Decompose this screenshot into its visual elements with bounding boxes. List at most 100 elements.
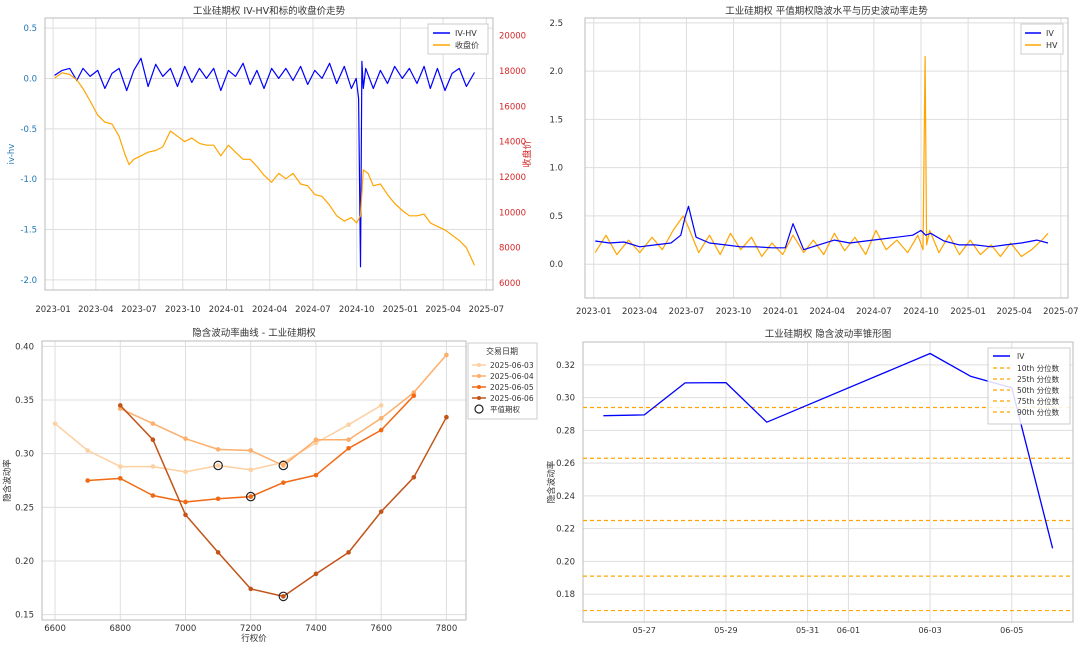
y-left-tick-label: -1.5: [20, 226, 37, 236]
y-right-tick-label: 12000: [499, 173, 526, 183]
data-point: [117, 403, 123, 408]
x-tick-label: 2024-10: [903, 307, 939, 317]
data-point: [281, 480, 286, 485]
x-tick-label: 2024-10: [339, 305, 375, 315]
y-tick-label: 1.0: [549, 164, 563, 174]
series-line-IV: [595, 205, 1049, 251]
y-tick-label: 0.28: [556, 426, 575, 436]
x-tick-label: 7000: [175, 624, 197, 634]
series-line-收盘价: [54, 72, 476, 266]
legend-atm-marker: [474, 404, 484, 414]
data-point: [411, 474, 417, 480]
x-tick-label: 2024-07: [295, 305, 331, 315]
y-tick-label: 0.20: [15, 557, 34, 567]
x-tick-label: 2023-01: [35, 305, 71, 315]
legend-label: 75th 分位数: [1017, 396, 1060, 406]
chart-iv-hv-close: 2023-01 2023-04 2023-07 2023-10 2024-01 2024-…: [0, 0, 540, 323]
data-point: [150, 421, 156, 426]
x-tick-label: 2024-01: [763, 307, 799, 317]
y-right-tick-label: 16000: [499, 102, 526, 112]
y-tick-label: 0.30: [15, 450, 34, 460]
chart-smile: 6600 6800 7000 7200 7400 7600 7800 0.15 0.20 0.25…: [0, 323, 540, 646]
chart-cone-svg: 05-27 05-29 05-31 06-01 06-03 06-05 0.18 0.20 0.…: [546, 328, 1074, 635]
x-tick-label: 05-29: [714, 626, 737, 635]
data-point: [52, 421, 58, 426]
y-left-tick-label: -1.0: [20, 175, 37, 185]
y-right-tick-label: 14000: [499, 138, 526, 148]
y-right-tick-label: 6000: [499, 279, 521, 289]
x-tick-label: 6600: [44, 624, 66, 634]
data-point: [248, 448, 254, 453]
plot-frame: [41, 340, 467, 621]
data-point: [444, 414, 449, 420]
y-tick-label: 0.22: [556, 525, 575, 535]
y-tick-label: 0.26: [556, 459, 575, 469]
x-tick-label: 7600: [370, 624, 392, 634]
y-tick-label: 0.0: [549, 260, 563, 270]
legend-swatch-dot: [477, 363, 481, 367]
data-point: [378, 427, 384, 433]
x-tick-label: 2023-04: [622, 307, 658, 317]
data-point: [117, 464, 123, 469]
data-point: [281, 594, 286, 599]
data-point: [215, 550, 221, 555]
y-tick-label: 1.5: [549, 115, 563, 125]
x-tick-label: 7800: [436, 624, 458, 634]
data-point: [346, 437, 351, 443]
y-tick-label: 0.15: [15, 611, 34, 621]
data-point: [117, 476, 123, 481]
x-tick-label: 7400: [305, 624, 327, 634]
x-tick-label: 7200: [240, 624, 262, 634]
x-tick-label: 06-01: [837, 626, 860, 635]
y-tick-label: 0.40: [15, 342, 34, 352]
y-right-tick-label: 20000: [499, 32, 526, 42]
legend-box: [987, 347, 1071, 425]
series-line-2025-06-06: [119, 404, 448, 598]
data-point: [346, 446, 351, 451]
data-point: [183, 436, 188, 441]
x-tick-label: 2025-01: [383, 305, 419, 315]
atm-marker: [278, 591, 289, 602]
y-tick-label: 0.25: [15, 503, 34, 513]
y-axis-label: 隐含波动率: [2, 459, 13, 502]
legend-swatch-dot: [477, 374, 481, 378]
plot-frame: [584, 17, 1069, 299]
x-tick-label: 2025-01: [950, 307, 986, 317]
legend-label: 2025-06-03: [490, 361, 534, 370]
x-tick-label: 2025-04: [996, 307, 1032, 317]
legend-title: 交易日期: [486, 346, 518, 356]
chart-title: 工业硅期权 隐含波动率锥形图: [765, 328, 892, 340]
legend-label: IV: [1017, 352, 1025, 361]
legend-label: 2025-06-05: [490, 383, 534, 392]
y-right-tick-label: 8000: [499, 244, 521, 254]
series-line-HV: [594, 55, 1049, 258]
data-point: [313, 472, 319, 478]
x-tick-label: 2023-10: [716, 307, 752, 317]
chart-atm-iv-hv-svg: 2023-01 2023-04 2023-07 2023-10 2024-01 2024-…: [549, 5, 1078, 317]
y-tick-label: 0.35: [15, 396, 34, 406]
data-point: [183, 469, 188, 475]
y-right-axis-label: 收盘价: [521, 140, 533, 167]
data-point: [215, 496, 221, 502]
legend-label: 90th 分位数: [1017, 407, 1060, 417]
legend-box: [427, 23, 489, 55]
data-point: [378, 415, 384, 421]
legend-label: IV: [1046, 29, 1054, 38]
x-tick-label: 06-05: [1000, 626, 1023, 635]
x-tick-label: 2023-07: [121, 305, 157, 315]
y-tick-label: 0.30: [556, 394, 575, 404]
y-tick-label: 0.18: [556, 590, 575, 600]
legend-label: 10th 分位数: [1017, 363, 1060, 373]
y-tick-label: 0.24: [556, 492, 575, 502]
legend-label: 50th 分位数: [1017, 385, 1060, 395]
data-point: [85, 448, 90, 453]
data-point: [313, 440, 319, 446]
data-point: [444, 352, 449, 358]
legend-swatch-dot: [477, 385, 481, 389]
y-left-tick-label: 0.0: [23, 74, 37, 84]
x-tick-label: 2023-07: [669, 307, 705, 317]
x-tick-label: 2025-04: [425, 305, 461, 315]
x-tick-label: 2024-01: [209, 305, 245, 315]
chart-title: 隐含波动率曲线 - 工业硅期权: [192, 327, 316, 339]
legend-label: 平值期权: [490, 404, 520, 414]
